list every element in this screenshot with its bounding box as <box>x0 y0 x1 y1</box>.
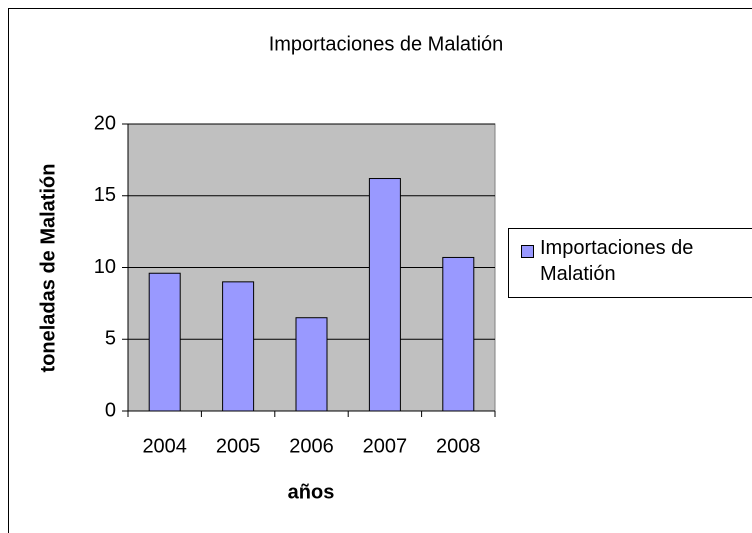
x-tick-label: 2007 <box>363 435 408 457</box>
x-tick-label: 2004 <box>142 435 187 457</box>
bar <box>368 178 401 412</box>
x-axis-label: años <box>288 481 335 503</box>
x-tick-label: 2008 <box>436 435 481 457</box>
y-tick-label: 20 <box>94 112 116 134</box>
x-tick-label: 2005 <box>216 435 261 457</box>
y-tick-label: 5 <box>105 328 116 350</box>
legend-swatch <box>521 245 534 258</box>
bar <box>222 281 255 412</box>
bar <box>295 317 328 412</box>
legend: Importaciones de Malatión <box>508 228 752 298</box>
y-tick-label: 15 <box>94 184 116 206</box>
x-tick-label: 2006 <box>289 435 334 457</box>
y-tick-label: 0 <box>105 399 116 421</box>
y-tick-label: 10 <box>94 256 116 278</box>
bar <box>442 256 475 412</box>
legend-label: Importaciones de Malatión <box>540 237 694 285</box>
bar <box>148 272 181 412</box>
y-axis-label: toneladas de Malatión <box>37 164 59 373</box>
chart-title: Importaciones de Malatión <box>269 33 504 55</box>
